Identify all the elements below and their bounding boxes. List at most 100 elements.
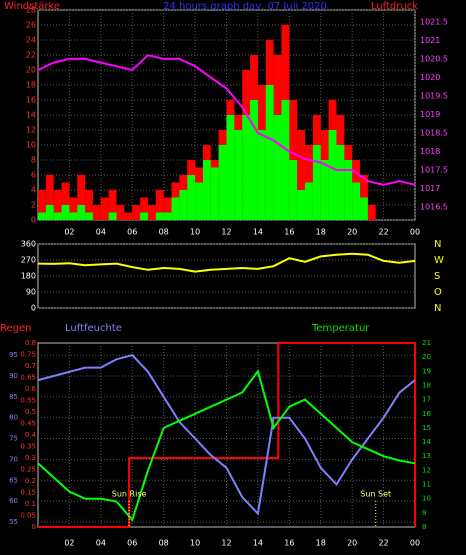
x-tick-label: 10	[190, 228, 200, 237]
y2-tick-label: 1020.5	[420, 54, 448, 63]
bar	[132, 205, 141, 220]
y-tick-label: 0.35	[20, 443, 36, 451]
bar	[140, 197, 148, 220]
y-tick-label: 65	[9, 476, 18, 484]
bar	[45, 205, 54, 220]
bar	[250, 100, 258, 220]
y-tick-label: 0.55	[20, 397, 36, 405]
x-tick-label: 12	[221, 539, 231, 548]
pressure-label: Luftdruck	[371, 1, 418, 12]
x-tick-label: 04	[96, 539, 106, 548]
y-tick-label: 12	[26, 126, 36, 135]
bar	[210, 167, 219, 220]
bar	[77, 175, 86, 220]
y2-tick-label: N	[434, 239, 441, 250]
y2-tick-label: N	[434, 303, 441, 314]
bar	[171, 197, 180, 220]
annotation: Sun Rise	[112, 490, 147, 499]
bar	[108, 212, 117, 220]
y-tick-label: 0.1	[25, 500, 36, 508]
y-tick-label: 21	[422, 339, 431, 347]
y-tick-label: 0.65	[20, 374, 36, 382]
bar	[187, 175, 196, 220]
y-tick-label: 20	[26, 66, 36, 75]
y-tick-label: 0.4	[25, 431, 37, 439]
bar	[53, 190, 62, 220]
x-tick-label: 16	[284, 228, 294, 237]
bar	[305, 182, 313, 220]
y-tick-label: 80	[9, 414, 18, 422]
bar	[218, 145, 227, 220]
y-tick-label: 28	[26, 6, 36, 15]
y2-tick-label: 1021	[420, 36, 440, 45]
bar	[140, 212, 148, 220]
bar	[45, 175, 54, 220]
bar	[226, 115, 235, 220]
x-tick-label: 22	[378, 539, 388, 548]
y-tick-label: 95	[9, 351, 18, 359]
x-tick-label: 16	[284, 539, 294, 548]
x-tick-label: 14	[253, 539, 263, 548]
y2-tick-label: 1016.5	[420, 203, 448, 212]
y2-tick-label: 1018	[420, 147, 440, 156]
x-tick-label: 04	[96, 228, 106, 237]
y-tick-label: 0	[31, 304, 36, 313]
y-tick-label: 18	[422, 381, 431, 389]
y-tick-label: 26	[26, 21, 36, 30]
line	[37, 369, 416, 522]
bar	[61, 182, 70, 220]
y-tick-label: 8	[31, 156, 36, 165]
x-tick-label: 10	[190, 539, 200, 548]
y-tick-label: 0.8	[25, 339, 36, 347]
annotation: Sun Set	[360, 490, 391, 499]
y-tick-label: 11	[422, 481, 431, 489]
x-tick-label: 00	[410, 539, 420, 548]
y2-tick-label: O	[434, 287, 442, 298]
y-tick-label: 55	[9, 518, 18, 526]
y2-tick-label: 1020	[420, 73, 440, 82]
bar	[344, 160, 353, 220]
y-tick-label: 10	[422, 495, 431, 503]
bar	[100, 197, 109, 220]
x-tick-label: 06	[127, 228, 137, 237]
rain-label: Regen	[0, 323, 32, 334]
bar	[179, 190, 188, 220]
y-tick-label: 24	[26, 36, 36, 45]
bar	[116, 205, 125, 220]
x-tick-label: 22	[378, 228, 388, 237]
line	[38, 342, 416, 528]
y-tick-label: 360	[21, 240, 36, 249]
y2-tick-label: W	[434, 255, 444, 266]
bar	[163, 197, 172, 220]
y-tick-label: 0.45	[20, 420, 36, 428]
bar	[289, 160, 298, 220]
y-tick-label: 0	[32, 523, 36, 531]
bar	[360, 197, 368, 220]
bar	[69, 197, 78, 220]
y-tick-label: 0	[31, 216, 36, 225]
y-tick-label: 15	[422, 424, 431, 432]
y-tick-label: 13	[422, 452, 431, 460]
y-tick-label: 18	[26, 81, 36, 90]
y-tick-label: 0.25	[20, 466, 36, 474]
y-tick-label: 12	[422, 466, 431, 474]
bar	[297, 130, 306, 220]
bar	[352, 182, 361, 220]
x-tick-label: 14	[253, 228, 263, 237]
bar	[297, 190, 306, 220]
bar	[85, 212, 93, 220]
y2-tick-label: 1021.5	[420, 17, 448, 26]
line	[37, 353, 416, 516]
y2-tick-label: S	[434, 271, 440, 282]
bar	[108, 190, 117, 220]
temperature-label: Temperatur	[311, 323, 370, 334]
bar	[312, 145, 321, 220]
y-tick-label: 270	[21, 256, 36, 265]
bar	[257, 130, 266, 220]
y-tick-label: 85	[9, 393, 18, 401]
y-tick-label: 0.3	[25, 454, 36, 462]
y-tick-label: 4	[31, 186, 36, 195]
y-tick-label: 14	[26, 111, 36, 120]
y-tick-label: 16	[26, 96, 36, 105]
